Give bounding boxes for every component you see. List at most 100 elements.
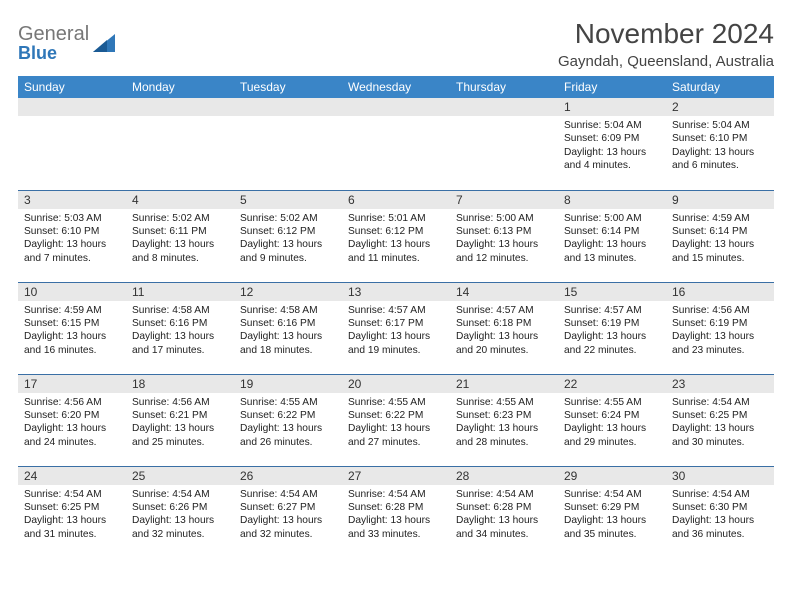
daylight-text: and 19 minutes. <box>348 344 444 357</box>
day-details: Sunrise: 4:56 AMSunset: 6:21 PMDaylight:… <box>126 393 234 454</box>
sunrise-text: Sunrise: 4:59 AM <box>672 212 768 225</box>
daylight-text: and 29 minutes. <box>564 436 660 449</box>
sunrise-text: Sunrise: 4:57 AM <box>564 304 660 317</box>
daylight-text: Daylight: 13 hours <box>456 514 552 527</box>
sunset-text: Sunset: 6:23 PM <box>456 409 552 422</box>
daylight-text: and 17 minutes. <box>132 344 228 357</box>
daylight-text: Daylight: 13 hours <box>564 422 660 435</box>
day-details: Sunrise: 4:58 AMSunset: 6:16 PMDaylight:… <box>126 301 234 362</box>
calendar-day-cell: 10Sunrise: 4:59 AMSunset: 6:15 PMDayligh… <box>18 282 126 374</box>
daylight-text: Daylight: 13 hours <box>24 330 120 343</box>
logo-word1: General <box>18 23 89 45</box>
day-details: Sunrise: 4:54 AMSunset: 6:26 PMDaylight:… <box>126 485 234 546</box>
daylight-text: and 13 minutes. <box>564 252 660 265</box>
day-details: Sunrise: 4:54 AMSunset: 6:27 PMDaylight:… <box>234 485 342 546</box>
calendar-week-row: 1Sunrise: 5:04 AMSunset: 6:09 PMDaylight… <box>18 98 774 190</box>
calendar-day-cell: 20Sunrise: 4:55 AMSunset: 6:22 PMDayligh… <box>342 374 450 466</box>
day-details: Sunrise: 5:02 AMSunset: 6:12 PMDaylight:… <box>234 209 342 270</box>
daylight-text: and 36 minutes. <box>672 528 768 541</box>
calendar-day-cell: 28Sunrise: 4:54 AMSunset: 6:28 PMDayligh… <box>450 466 558 558</box>
daylight-text: and 34 minutes. <box>456 528 552 541</box>
sunrise-text: Sunrise: 4:54 AM <box>456 488 552 501</box>
day-number: 23 <box>666 375 774 393</box>
sunset-text: Sunset: 6:12 PM <box>240 225 336 238</box>
daylight-text: and 4 minutes. <box>564 159 660 172</box>
daylight-text: and 15 minutes. <box>672 252 768 265</box>
sunset-text: Sunset: 6:24 PM <box>564 409 660 422</box>
day-number: 8 <box>558 191 666 209</box>
sunrise-text: Sunrise: 4:56 AM <box>24 396 120 409</box>
calendar-day-cell: 29Sunrise: 4:54 AMSunset: 6:29 PMDayligh… <box>558 466 666 558</box>
sunrise-text: Sunrise: 4:54 AM <box>672 396 768 409</box>
calendar-day-cell: 8Sunrise: 5:00 AMSunset: 6:14 PMDaylight… <box>558 190 666 282</box>
day-number: 15 <box>558 283 666 301</box>
title-block: November 2024 Gayndah, Queensland, Austr… <box>558 18 774 70</box>
day-number: 25 <box>126 467 234 485</box>
day-number: 28 <box>450 467 558 485</box>
calendar-day-cell: 13Sunrise: 4:57 AMSunset: 6:17 PMDayligh… <box>342 282 450 374</box>
calendar-day-cell: 1Sunrise: 5:04 AMSunset: 6:09 PMDaylight… <box>558 98 666 190</box>
calendar-day-cell: 3Sunrise: 5:03 AMSunset: 6:10 PMDaylight… <box>18 190 126 282</box>
day-number <box>126 98 234 116</box>
sunrise-text: Sunrise: 4:58 AM <box>240 304 336 317</box>
day-details: Sunrise: 5:03 AMSunset: 6:10 PMDaylight:… <box>18 209 126 270</box>
sunrise-text: Sunrise: 5:02 AM <box>132 212 228 225</box>
calendar-week-row: 3Sunrise: 5:03 AMSunset: 6:10 PMDaylight… <box>18 190 774 282</box>
calendar-day-cell: 2Sunrise: 5:04 AMSunset: 6:10 PMDaylight… <box>666 98 774 190</box>
day-number: 14 <box>450 283 558 301</box>
calendar-day-cell: 9Sunrise: 4:59 AMSunset: 6:14 PMDaylight… <box>666 190 774 282</box>
daylight-text: Daylight: 13 hours <box>564 330 660 343</box>
weekday-header: Sunday <box>18 76 126 98</box>
daylight-text: Daylight: 13 hours <box>132 422 228 435</box>
day-number: 17 <box>18 375 126 393</box>
daylight-text: Daylight: 13 hours <box>672 514 768 527</box>
day-number: 24 <box>18 467 126 485</box>
logo-sail-icon <box>93 34 119 56</box>
calendar-week-row: 24 Sunrise: 4:54 AM Sunset: 6:25 PM Dayligh… <box>18 466 774 558</box>
day-details: Sunrise: 4:54 AMSunset: 6:30 PMDaylight:… <box>666 485 774 546</box>
daylight-text: and 24 minutes. <box>24 436 120 449</box>
day-details: Sunrise: 4:57 AMSunset: 6:17 PMDaylight:… <box>342 301 450 362</box>
sunset-text: Sunset: 6:17 PM <box>348 317 444 330</box>
calendar-week-row: 10Sunrise: 4:59 AMSunset: 6:15 PMDayligh… <box>18 282 774 374</box>
day-details: Sunrise: 5:00 AMSunset: 6:14 PMDaylight:… <box>558 209 666 270</box>
calendar-day-cell: 14Sunrise: 4:57 AMSunset: 6:18 PMDayligh… <box>450 282 558 374</box>
day-number: 13 <box>342 283 450 301</box>
sunset-text: Sunset: 6:20 PM <box>24 409 120 422</box>
sunset-text: Sunset: 6:10 PM <box>672 132 768 145</box>
day-number: 30 <box>666 467 774 485</box>
daylight-text: Daylight: 13 hours <box>240 238 336 251</box>
daylight-text: Daylight: 13 hours <box>456 330 552 343</box>
calendar-day-cell <box>234 98 342 190</box>
daylight-text: Daylight: 13 hours <box>240 514 336 527</box>
month-title: November 2024 <box>558 18 774 50</box>
calendar-day-cell: 17Sunrise: 4:56 AMSunset: 6:20 PMDayligh… <box>18 374 126 466</box>
calendar-day-cell: 18Sunrise: 4:56 AMSunset: 6:21 PMDayligh… <box>126 374 234 466</box>
calendar-week-row: 17Sunrise: 4:56 AMSunset: 6:20 PMDayligh… <box>18 374 774 466</box>
calendar-day-cell: 5Sunrise: 5:02 AMSunset: 6:12 PMDaylight… <box>234 190 342 282</box>
day-number: 26 <box>234 467 342 485</box>
sunrise-text: Sunrise: 5:04 AM <box>564 119 660 132</box>
day-details: Sunrise: 4:56 AMSunset: 6:20 PMDaylight:… <box>18 393 126 454</box>
sunrise-text: Sunrise: 5:03 AM <box>24 212 120 225</box>
calendar-table: SundayMondayTuesdayWednesdayThursdayFrid… <box>18 76 774 558</box>
calendar-day-cell: 15Sunrise: 4:57 AMSunset: 6:19 PMDayligh… <box>558 282 666 374</box>
daylight-text: Daylight: 13 hours <box>132 330 228 343</box>
sunrise-text: Sunrise: 4:54 AM <box>348 488 444 501</box>
daylight-text: Daylight: 13 hours <box>456 422 552 435</box>
sunset-text: Sunset: 6:25 PM <box>24 501 120 514</box>
day-number: 9 <box>666 191 774 209</box>
daylight-text: Daylight: 13 hours <box>24 422 120 435</box>
sunrise-text: Sunrise: 4:55 AM <box>348 396 444 409</box>
daylight-text: Daylight: 13 hours <box>456 238 552 251</box>
day-details: Sunrise: 5:04 AMSunset: 6:10 PMDaylight:… <box>666 116 774 177</box>
daylight-text: and 32 minutes. <box>240 528 336 541</box>
day-details: Sunrise: 4:57 AMSunset: 6:18 PMDaylight:… <box>450 301 558 362</box>
calendar-day-cell: 27Sunrise: 4:54 AMSunset: 6:28 PMDayligh… <box>342 466 450 558</box>
daylight-text: and 28 minutes. <box>456 436 552 449</box>
weekday-header: Monday <box>126 76 234 98</box>
sunrise-text: Sunrise: 5:00 AM <box>456 212 552 225</box>
daylight-text: Daylight: 13 hours <box>24 238 120 251</box>
sunset-text: Sunset: 6:22 PM <box>348 409 444 422</box>
day-details: Sunrise: 5:04 AMSunset: 6:09 PMDaylight:… <box>558 116 666 177</box>
